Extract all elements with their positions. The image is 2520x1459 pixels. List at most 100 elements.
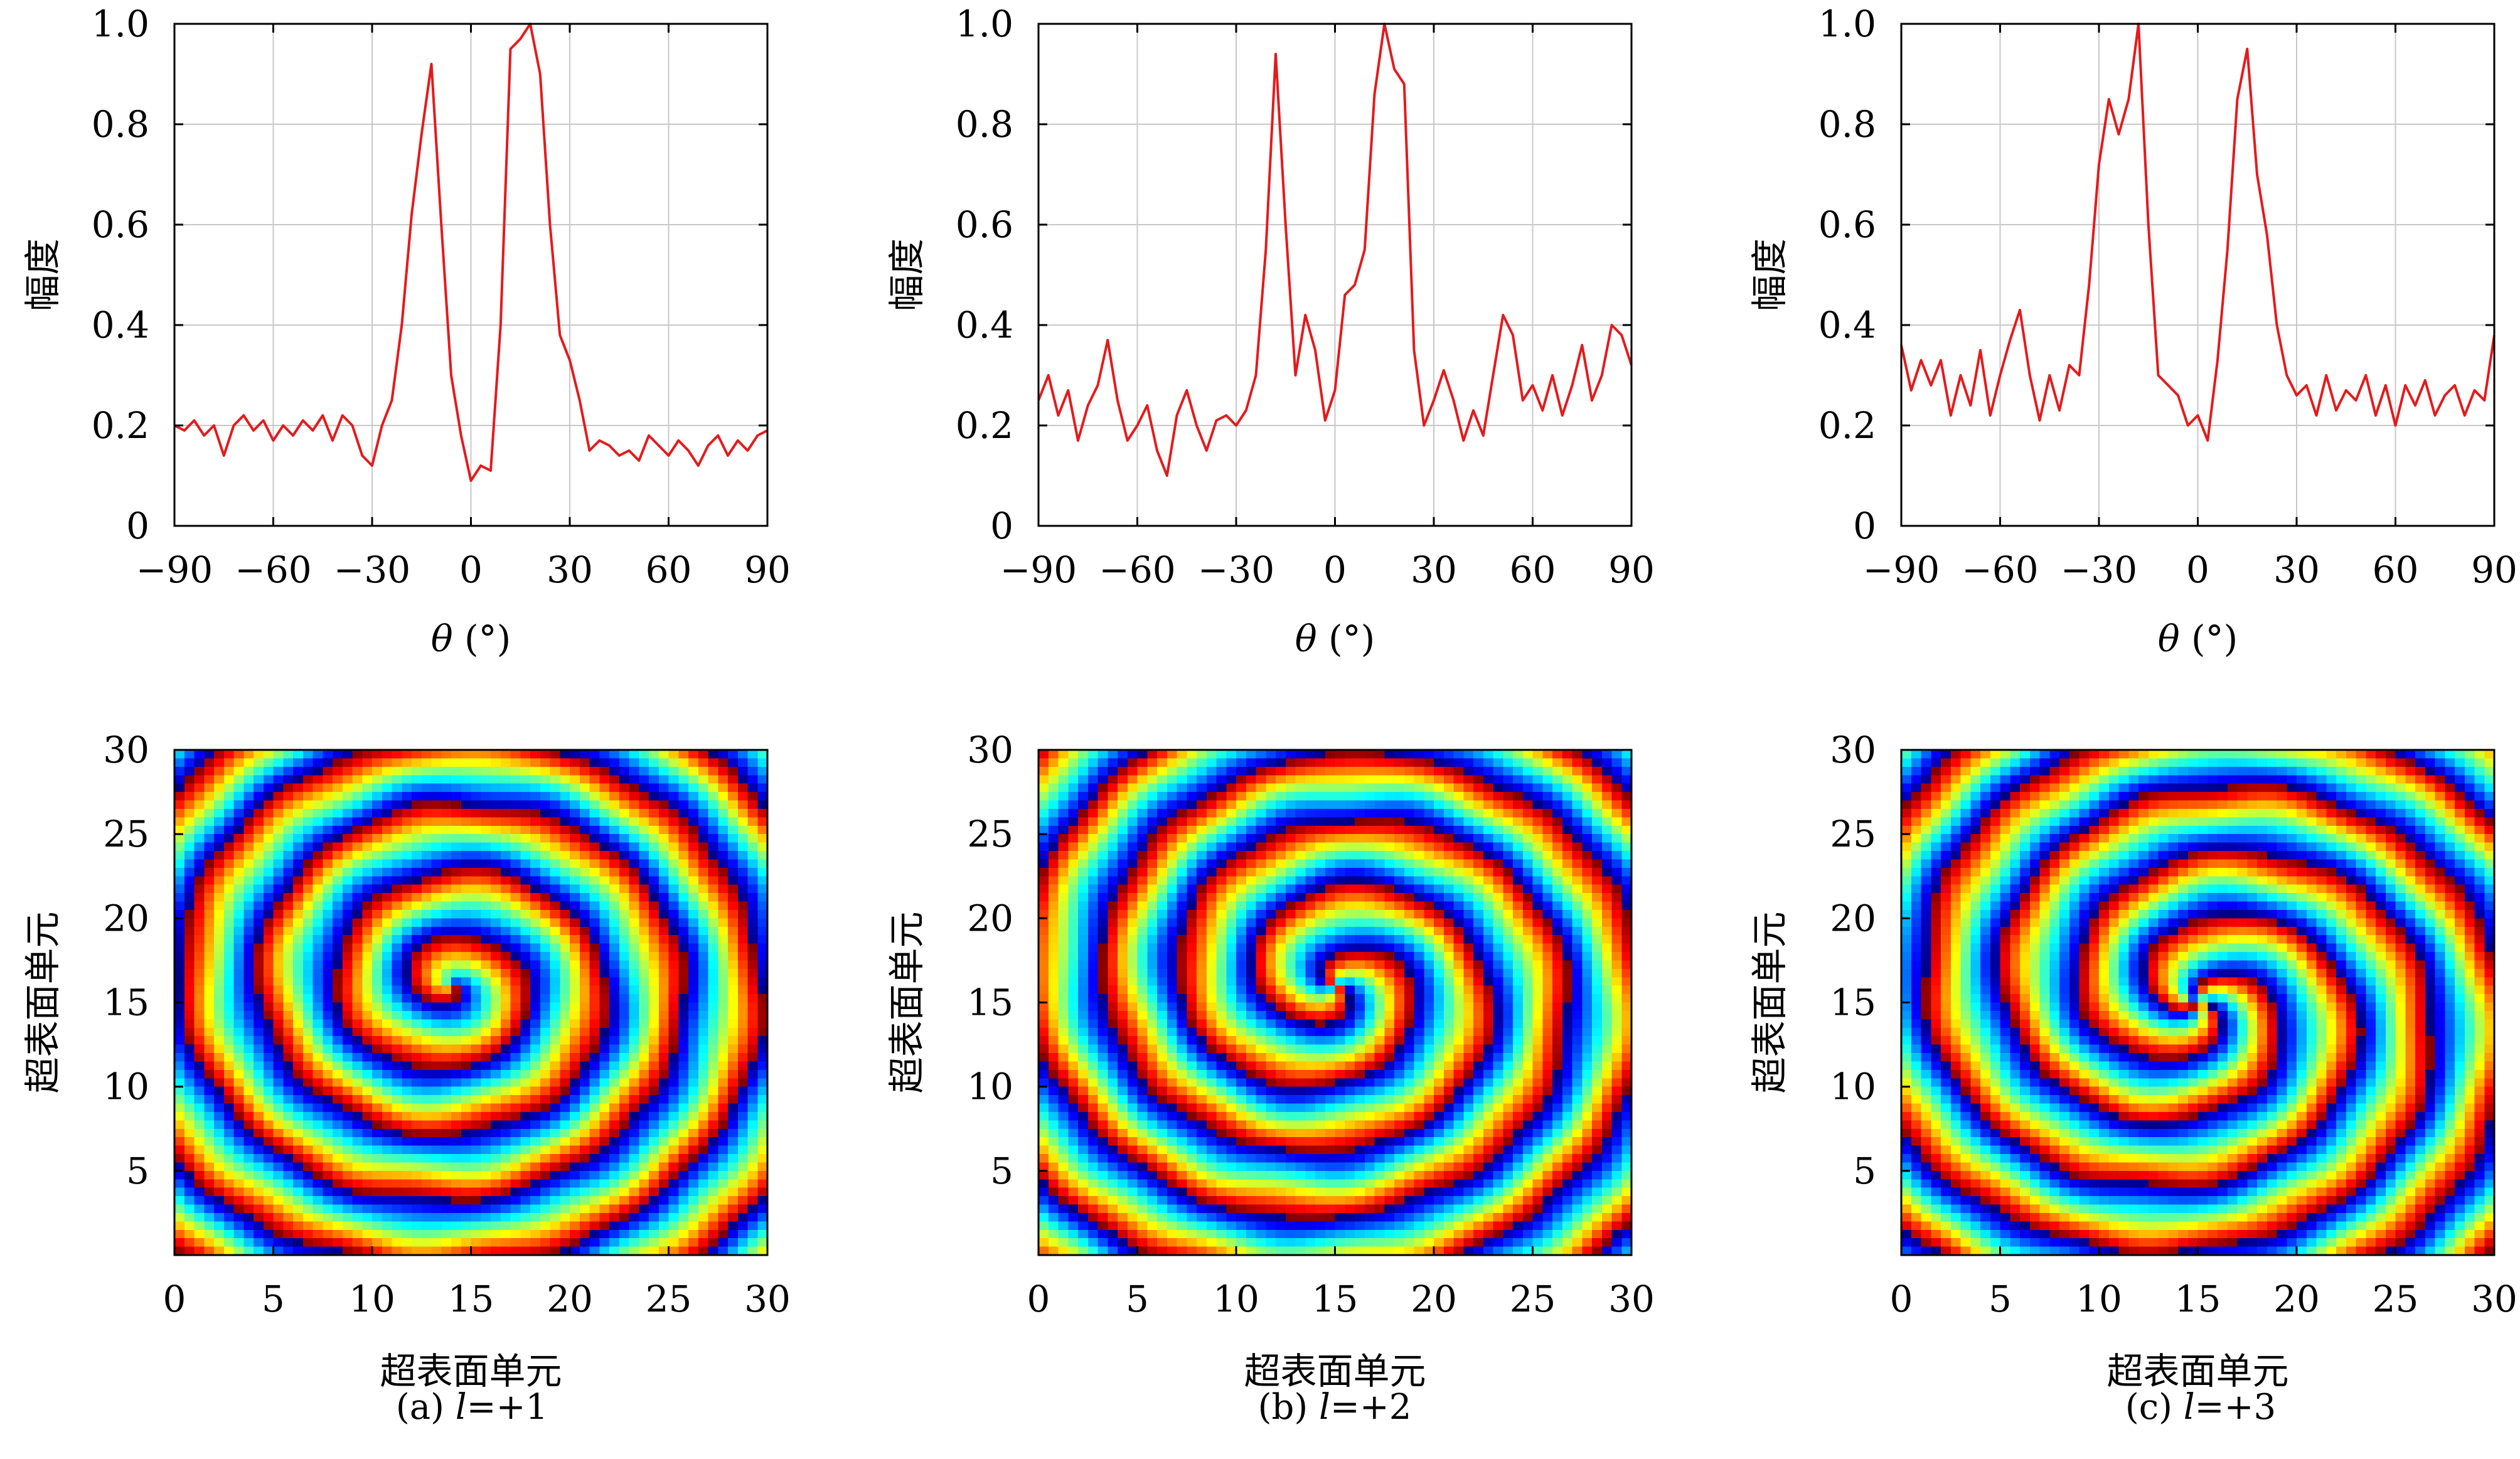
phase-cell (1503, 783, 1514, 793)
phase-cell (530, 1069, 541, 1079)
phase-cell (1246, 842, 1257, 852)
phase-cell (530, 750, 541, 759)
phase-cell (550, 842, 560, 852)
phase-cell (629, 834, 639, 843)
phase-cell (540, 1086, 551, 1096)
series-line (1037, 23, 1633, 477)
phase-cell (431, 1103, 442, 1113)
phase-cell (392, 884, 402, 894)
phase-cell (1108, 893, 1118, 902)
phase-cell (530, 1027, 541, 1037)
phase-cell (1394, 750, 1405, 759)
phase-cell (708, 1128, 718, 1138)
phase-cell (1118, 851, 1128, 860)
phase-cell (589, 808, 600, 818)
phase-cell (1572, 834, 1583, 843)
phase-cell (599, 968, 610, 978)
phase-cell (1601, 808, 1613, 818)
phase-cell (639, 1170, 649, 1180)
phase-cell (451, 817, 462, 826)
phase-cell (243, 859, 254, 868)
phase-cell (649, 1002, 659, 1012)
phase-cell (233, 1170, 244, 1180)
phase-cell (1048, 758, 1059, 767)
phase-cell (560, 1170, 570, 1180)
phase-cell (184, 1086, 195, 1096)
phase-cell (500, 876, 511, 885)
phase-cell (362, 1002, 373, 1012)
phase-cell (382, 952, 393, 961)
phase-cell (323, 1036, 333, 1045)
phase-cell (214, 775, 225, 784)
phase-cell (589, 859, 600, 868)
phase-cell (688, 1145, 699, 1155)
phase-cell (1108, 884, 1118, 894)
phase-cell (293, 1170, 304, 1180)
phase-cell (1503, 867, 1514, 877)
phase-cell (243, 926, 254, 936)
phase-cell (649, 893, 659, 902)
phase-cell (570, 808, 580, 818)
phase-cell (283, 775, 294, 784)
phase-cell (431, 842, 442, 852)
phase-cell (1315, 876, 1326, 885)
phase-cell (737, 943, 749, 953)
phase-cell (243, 985, 254, 995)
phase-cell (254, 1053, 264, 1062)
y-tick-label: 0.8 (1818, 103, 1876, 146)
phase-cell (352, 834, 363, 843)
phase-cell (174, 1019, 185, 1029)
phase-cell (273, 1221, 284, 1231)
phase-cell (728, 1002, 739, 1012)
phase-cell (639, 1019, 649, 1029)
phase-cell (302, 901, 314, 911)
phase-cell (342, 994, 353, 1003)
phase-cell (392, 750, 402, 759)
phase-cell (550, 1019, 560, 1029)
phase-cell (579, 1019, 590, 1029)
phase-cell (530, 952, 541, 961)
phase-cell (579, 851, 590, 860)
phase-cell (599, 1154, 610, 1163)
phase-cell (540, 1154, 551, 1163)
phase-cell (194, 876, 205, 885)
phase-cell (214, 800, 225, 810)
phase-cell (639, 1204, 649, 1214)
phase-cell (302, 775, 314, 784)
phase-cell (333, 1196, 343, 1205)
phase-cell (698, 1111, 709, 1121)
phase-cell (312, 867, 323, 877)
phase-cell (1058, 884, 1069, 894)
phase-cell (1562, 800, 1573, 810)
phase-cell (1374, 851, 1385, 860)
phase-cell (1374, 750, 1385, 759)
phase-cell (254, 1212, 264, 1222)
phase-cell (678, 1162, 689, 1172)
phase-cell (629, 926, 639, 936)
phase-cell (540, 1238, 551, 1248)
phase-cell (540, 1229, 551, 1239)
phase-cell (194, 893, 205, 902)
phase-cell (204, 901, 215, 911)
phase-cell (619, 851, 630, 860)
phase-cell (1542, 851, 1553, 860)
phase-cell (619, 1137, 630, 1146)
phase-cell (1493, 817, 1503, 826)
phase-cell (698, 1078, 709, 1088)
phase-cell (1601, 909, 1613, 919)
phase-cell (520, 1019, 531, 1029)
phase-cell (668, 834, 679, 843)
phase-cell (530, 1010, 541, 1020)
phase-cell (412, 1095, 422, 1104)
phase-cell (658, 977, 670, 986)
phase-cell (1463, 884, 1474, 894)
phase-cell (609, 1221, 620, 1231)
phase-cell (520, 1170, 531, 1180)
phase-cell (570, 842, 580, 852)
phase-cell (312, 909, 323, 919)
x-tick-label: 0 (2186, 548, 2209, 591)
phase-cell (451, 1170, 462, 1180)
phase-cell (1542, 825, 1553, 835)
phase-cell (520, 1103, 531, 1113)
phase-cell (302, 1162, 314, 1172)
